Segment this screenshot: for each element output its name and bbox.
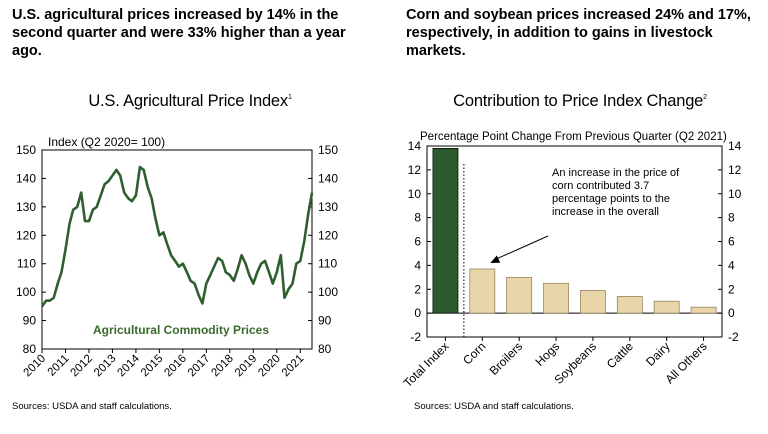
series-line-agricultural-commodity-prices <box>40 165 314 308</box>
y-tick-label-left: 90 <box>23 314 37 328</box>
y-tick-label-right: 0 <box>728 306 735 320</box>
y-tick-label-left: 14 <box>408 139 422 153</box>
y-axis-label: Percentage Point Change From Previous Qu… <box>420 131 727 143</box>
y-tick-label-right: 10 <box>728 187 742 201</box>
y-axis-label: Index (Q2 2020= 100) <box>48 135 165 149</box>
bar-total-index <box>432 148 459 314</box>
bar-dairy <box>653 300 680 314</box>
x-tick-label: 2018 <box>209 353 236 380</box>
y-tick-label-left: 4 <box>414 258 421 272</box>
bar-all-others <box>690 306 717 314</box>
bar-soybeans <box>580 290 606 314</box>
y-tick-label-right: -2 <box>728 330 739 344</box>
x-tick-label: Total Index <box>401 339 452 390</box>
y-tick-label-right: 8 <box>728 211 735 225</box>
x-tick-label: Dairy <box>643 339 673 369</box>
chart-title-left-note: 1 <box>287 94 292 101</box>
y-tick-label-right: 4 <box>728 258 735 272</box>
y-tick-label-left: 0 <box>414 306 421 320</box>
x-tick-label: 2010 <box>22 353 49 380</box>
chart-title-left: U.S. Agricultural Price Index1 <box>40 92 340 111</box>
y-tick-label-right: 140 <box>318 171 338 185</box>
x-tick-label: 2019 <box>233 353 260 380</box>
series-label: Agricultural Commodity Prices <box>93 323 269 337</box>
bar-broilers <box>506 276 533 314</box>
headline-left: U.S. agricultural prices increased by 14… <box>12 7 346 59</box>
chart-title-right-text: Contribution to Price Index Change <box>453 92 704 110</box>
y-tick-label-left: 8 <box>414 211 421 225</box>
chart-title-right-note: 2 <box>703 94 707 101</box>
chart-title-right: Contribution to Price Index Change2 <box>400 92 760 111</box>
annotation-line: increase in the overall <box>552 206 659 218</box>
x-tick-label: Broilers <box>487 339 526 378</box>
y-tick-label-right: 130 <box>318 200 338 214</box>
annotation-line: corn contributed 3.7 <box>552 180 649 192</box>
y-tick-label-left: 110 <box>17 257 36 271</box>
x-tick-label: Corn <box>460 339 488 367</box>
y-tick-label-right: 14 <box>728 139 742 153</box>
y-tick-label-right: 120 <box>318 228 338 242</box>
y-tick-label-left: 10 <box>408 187 422 201</box>
bar-corn <box>469 268 496 314</box>
x-tick-label: 2014 <box>115 352 142 379</box>
x-tick-label: 2021 <box>280 353 307 380</box>
bar-hogs <box>543 282 569 314</box>
y-tick-label-left: 12 <box>408 163 422 177</box>
y-tick-label-right: 6 <box>728 235 735 249</box>
annotation-text: An increase in the price of corn contribu… <box>552 167 680 218</box>
line-chart-frame <box>41 149 313 350</box>
y-tick-label-right: 80 <box>318 342 332 356</box>
x-tick-label: Cattle <box>604 339 636 371</box>
y-tick-label-left: 6 <box>414 235 421 249</box>
y-tick-label-left: 140 <box>16 171 36 185</box>
x-tick-label: 2013 <box>92 353 119 380</box>
x-tick-label: Hogs <box>532 339 562 369</box>
y-tick-label-right: 12 <box>728 163 742 177</box>
x-tick-label: 2020 <box>256 353 283 380</box>
annotation-line: An increase in the price of <box>552 167 680 179</box>
source-left: Sources: USDA and staff calculations. <box>12 401 172 412</box>
y-tick-label-right: 150 <box>318 143 338 157</box>
y-tick-label-right: 100 <box>318 285 338 299</box>
x-tick-label: 2011 <box>46 353 72 379</box>
y-tick-label-left: 2 <box>414 282 421 296</box>
x-tick-label: 2015 <box>139 353 166 380</box>
y-tick-label-left: 130 <box>16 200 36 214</box>
x-tick-label: 2012 <box>68 353 95 380</box>
x-tick-label: 2017 <box>186 353 213 380</box>
y-tick-label-right: 2 <box>728 282 735 296</box>
headline-right: Corn and soybean prices increased 24% an… <box>406 7 751 59</box>
y-tick-label-right: 110 <box>318 257 337 271</box>
chart-title-left-text: U.S. Agricultural Price Index <box>88 92 288 110</box>
y-tick-label-left: 120 <box>16 228 36 242</box>
annotation-line: percentage points to the <box>552 193 670 205</box>
annotation-arrow <box>496 235 549 260</box>
y-tick-label-left: -2 <box>410 330 421 344</box>
source-right: Sources: USDA and staff calculations. <box>414 401 574 412</box>
y-tick-label-left: 100 <box>16 285 36 299</box>
y-tick-label-right: 90 <box>318 314 332 328</box>
annotation-arrowhead <box>490 255 501 263</box>
y-tick-label-left: 150 <box>16 143 36 157</box>
x-tick-label: 2016 <box>162 353 189 380</box>
bar-cattle <box>616 296 643 314</box>
y-tick-label-left: 80 <box>23 342 37 356</box>
